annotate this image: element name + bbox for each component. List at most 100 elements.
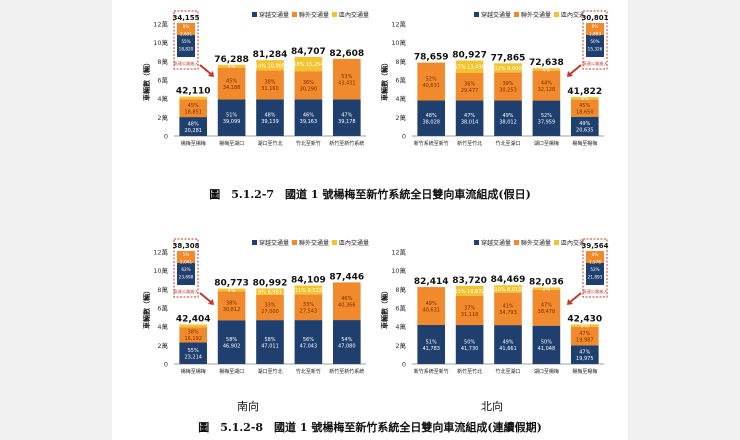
inset-note: 高速公路進入 <box>173 60 199 67</box>
chart-south-long-holiday: 穿越交通量 聯外交通量 區內交通量02萬4萬6萬8萬10萬12萬車輛數（輛）55%2… <box>140 236 372 388</box>
bar-segment-internal <box>294 285 323 295</box>
bar-data-label: 18,851 <box>184 110 202 116</box>
legend-swatch-external <box>292 12 297 17</box>
bar-data-label: 9% 6,981 <box>258 290 282 296</box>
x-category-label: 楊梅至楊梅 <box>181 140 206 147</box>
bar-total-label: 41,822 <box>567 87 602 97</box>
y-tick-label: 8萬 <box>157 285 168 294</box>
bar-data-label: 41,048 <box>538 346 556 352</box>
y-tick-label: 4萬 <box>395 322 406 331</box>
y-tick-label: 2萬 <box>395 113 406 122</box>
bar-segment-external <box>217 67 246 100</box>
bar-segment-through <box>455 325 484 364</box>
bar-data-label: 39,178 <box>338 119 356 125</box>
x-category-label: 湖口至竹北 <box>257 140 282 147</box>
bar-data-label: 30,290 <box>300 87 318 93</box>
bar-data-label: 14% 10,985 <box>255 63 285 69</box>
y-tick-label: 8萬 <box>157 57 168 66</box>
bar-data-label: 47% <box>341 112 352 118</box>
bar-segment-through <box>217 320 246 364</box>
x-category-label: 湖口至楊梅 <box>534 368 559 375</box>
legend-label-internal: 區內交通量 <box>561 239 591 247</box>
bar-data-label: 31,118 <box>461 312 479 318</box>
legend-label-external: 聯外交通量 <box>299 11 329 19</box>
legend-label-external: 聯外交通量 <box>521 11 551 19</box>
bar-data-label: 45% <box>579 103 590 109</box>
bar-data-label: 52% <box>426 76 437 82</box>
inset-value-label: 50% <box>590 39 599 44</box>
y-tick-label: 6萬 <box>157 304 168 313</box>
inset-arrow-head <box>208 71 214 77</box>
bar-segment-external <box>417 62 446 101</box>
y-tick-label: 2萬 <box>157 113 168 122</box>
bar-segment-external <box>532 289 561 326</box>
y-tick-label: 10萬 <box>391 38 406 47</box>
bar-data-label: 38,028 <box>422 120 440 126</box>
x-category-label: 新竹至竹北 <box>457 368 482 375</box>
bar-data-label: 37% <box>464 305 475 311</box>
bar-segment-external <box>455 73 484 101</box>
bar-data-label: 50% <box>464 339 475 345</box>
inset-arrow <box>568 64 582 76</box>
x-category-label: 新竹系統至新竹 <box>414 140 449 147</box>
bar-total-label: 77,865 <box>491 53 526 63</box>
inset-note: 高速公路進入 <box>173 288 199 295</box>
bar-data-label: 38% <box>264 80 275 86</box>
bar-total-label: 72,638 <box>529 58 564 68</box>
bar-total-label: 80,773 <box>214 279 249 289</box>
x-category-label: 竹北至湖口 <box>495 140 520 147</box>
y-tick-label: 4萬 <box>157 322 168 331</box>
bar-segment-internal <box>217 288 246 292</box>
bar-data-label: 47% <box>464 113 475 119</box>
bar-data-label: 49% <box>426 301 437 307</box>
legend-swatch-external <box>292 240 297 245</box>
bar-data-label: 18,650 <box>576 109 594 115</box>
inset-bar-external <box>177 251 195 263</box>
bar-data-label: 49% <box>502 113 513 119</box>
inset-arrow <box>199 64 213 76</box>
legend-label-through: 穿越交通量 <box>481 239 511 247</box>
bar-total-label: 84,707 <box>291 47 326 57</box>
bar-segment-through <box>494 100 522 136</box>
bar-data-label: 47,011 <box>261 343 279 349</box>
inset-value-label: 6% <box>592 24 599 29</box>
bar-data-label: 39,163 <box>300 119 318 125</box>
bar-total-label: 76,288 <box>214 55 249 65</box>
y-axis-title: 車輛數（輛） <box>380 59 389 101</box>
bar-data-label: 45% <box>188 103 199 109</box>
x-category-label: 湖口至竹北 <box>257 368 282 375</box>
bar-total-label: 82,414 <box>414 277 449 287</box>
x-category-label: 楊梅至湖口 <box>219 368 244 375</box>
bar-segment-external <box>455 296 484 326</box>
bar-total-label: 82,036 <box>529 277 564 287</box>
bar-segment-through <box>417 325 446 364</box>
bar-total-label: 42,430 <box>567 314 602 324</box>
bar-data-label: 23,214 <box>184 354 202 360</box>
bar-total-label: 42,404 <box>176 314 211 324</box>
bar-data-label: 11% 9,523 <box>295 288 322 294</box>
bar-data-label: 34,188 <box>223 85 241 91</box>
bar-segment-internal <box>179 96 208 100</box>
bar-data-label: 4% <box>228 64 236 70</box>
bar-segment-external <box>494 72 522 101</box>
y-tick-label: 0 <box>164 361 168 369</box>
bar-data-label: 46% <box>303 112 314 118</box>
legend-label-internal: 區內交通量 <box>339 11 369 19</box>
bar-data-label: 17% 13,436 <box>454 65 484 71</box>
bar-data-label: 37,959 <box>538 120 556 126</box>
legend-label-through: 穿越交通量 <box>481 11 511 19</box>
x-category-label: 新竹系統至新竹 <box>414 368 449 375</box>
bar-data-label: 51% <box>426 339 437 345</box>
inset-total: 30,801 <box>581 14 608 22</box>
legend-swatch-internal <box>554 240 559 245</box>
legend-label-external: 聯外交通量 <box>299 239 329 247</box>
y-tick-label: 2萬 <box>157 341 168 350</box>
bar-data-label: 27,543 <box>300 308 318 314</box>
bar-total-label: 84,469 <box>491 275 526 285</box>
x-category-label: 新竹至竹北 <box>457 140 482 147</box>
legend-swatch-through <box>252 240 257 245</box>
bar-segment-through <box>294 99 323 136</box>
chart-background <box>378 8 610 160</box>
inset-bar-external <box>586 251 604 263</box>
bar-segment-external <box>217 291 246 321</box>
